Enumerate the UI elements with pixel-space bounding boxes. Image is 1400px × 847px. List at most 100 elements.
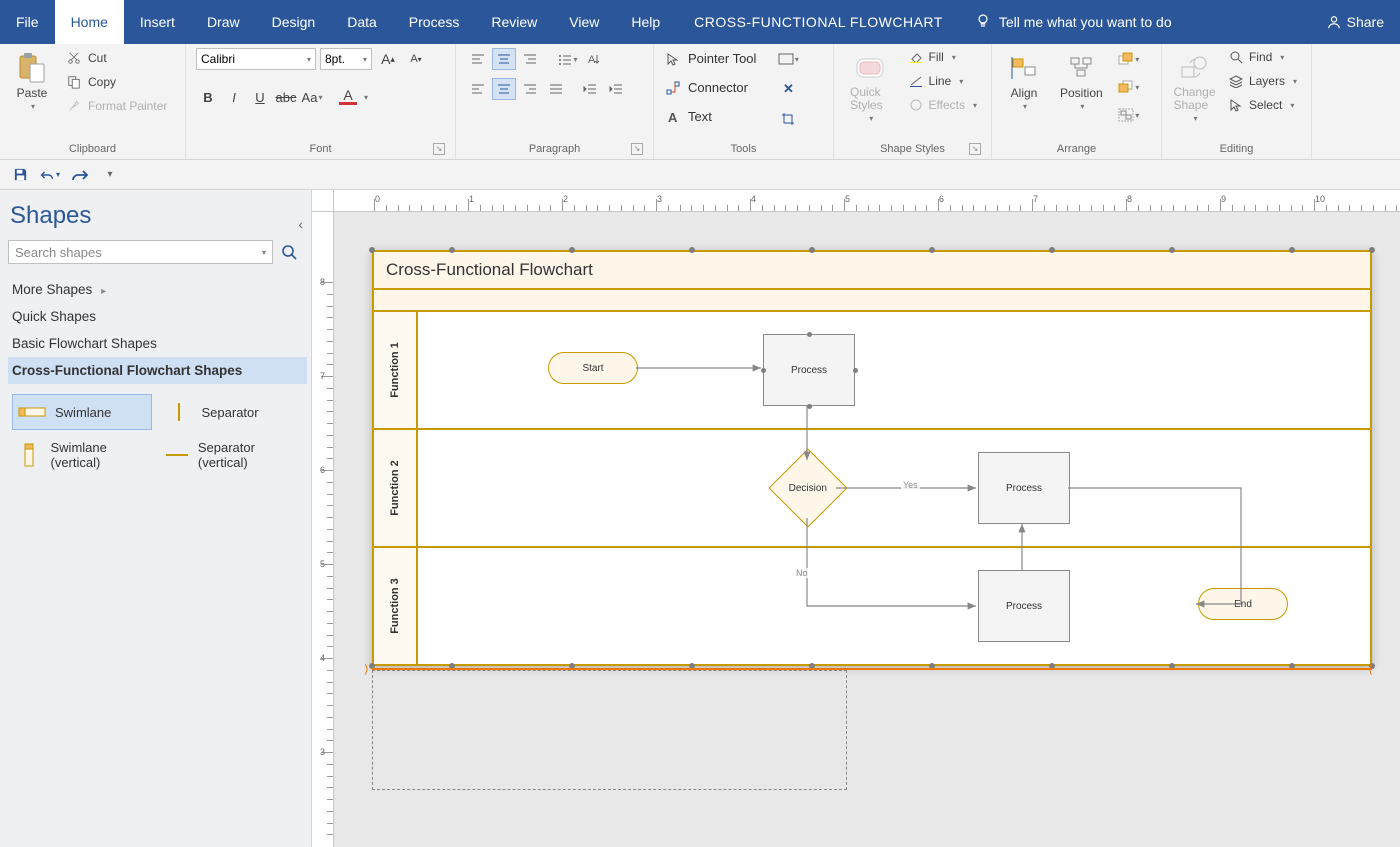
swimlane-title[interactable]: Cross-Functional Flowchart bbox=[372, 250, 1372, 290]
share-button[interactable]: Share bbox=[1311, 0, 1400, 44]
swimlane[interactable]: Function 3 Process End bbox=[372, 548, 1372, 666]
tab-draw[interactable]: Draw bbox=[191, 0, 256, 44]
increase-indent-button[interactable] bbox=[604, 78, 628, 100]
tab-insert[interactable]: Insert bbox=[124, 0, 191, 44]
connection-point-button[interactable]: ✕ bbox=[776, 78, 800, 100]
selection-handle-right[interactable]: ⟨ bbox=[1368, 662, 1373, 676]
pointer-tool-button[interactable]: Pointer Tool bbox=[664, 48, 758, 69]
change-case-button[interactable]: Aa▾ bbox=[300, 86, 324, 108]
qat-customize-button[interactable]: ▾ bbox=[100, 165, 120, 185]
connection-point[interactable] bbox=[761, 368, 766, 373]
tab-home[interactable]: Home bbox=[55, 0, 124, 44]
selection-handle-left[interactable]: ⟩ bbox=[364, 662, 369, 676]
node-process[interactable]: Process bbox=[763, 334, 855, 406]
find-button[interactable]: Find▾ bbox=[1225, 48, 1301, 66]
bring-front-button[interactable]: ▾ bbox=[1117, 48, 1141, 70]
tab-review[interactable]: Review bbox=[475, 0, 553, 44]
format-painter-button[interactable]: Format Painter bbox=[62, 96, 171, 116]
selection-handle[interactable] bbox=[1049, 247, 1055, 253]
bold-button[interactable]: B bbox=[196, 86, 220, 108]
tab-file[interactable]: File bbox=[0, 0, 55, 44]
search-shapes-input[interactable]: Search shapes▾ bbox=[8, 240, 273, 264]
drawing-page[interactable]: Cross-Functional Flowchart Function 1 Sta… bbox=[372, 250, 1372, 666]
redo-button[interactable] bbox=[70, 165, 90, 185]
connection-point[interactable] bbox=[853, 368, 858, 373]
stencil-item[interactable]: Swimlane (vertical) bbox=[12, 434, 152, 476]
selection-handle[interactable] bbox=[569, 247, 575, 253]
tab-process[interactable]: Process bbox=[393, 0, 476, 44]
cut-button[interactable]: Cut bbox=[62, 48, 171, 68]
quick-styles-button[interactable]: Quick Styles▾ bbox=[844, 48, 897, 127]
node-start[interactable]: Start bbox=[548, 352, 638, 384]
shapes-category[interactable]: More Shapes bbox=[8, 276, 311, 303]
underline-button[interactable]: U bbox=[248, 86, 272, 108]
swimlane-phase-strip[interactable] bbox=[372, 290, 1372, 312]
selection-handle[interactable] bbox=[1169, 247, 1175, 253]
font-size-select[interactable]: 8pt.▾ bbox=[320, 48, 372, 70]
connector-button[interactable]: Connector bbox=[664, 77, 758, 98]
bullets-button[interactable]: ▾ bbox=[556, 48, 580, 70]
node-end[interactable]: End bbox=[1198, 588, 1288, 620]
increase-font-button[interactable]: A▴ bbox=[376, 48, 400, 70]
search-button[interactable] bbox=[277, 240, 301, 264]
position-button[interactable]: Position▾ bbox=[1054, 48, 1109, 115]
selection-handle[interactable] bbox=[449, 247, 455, 253]
align-button[interactable]: Align▾ bbox=[1002, 48, 1046, 115]
save-button[interactable] bbox=[10, 165, 30, 185]
font-name-select[interactable]: Calibri▾ bbox=[196, 48, 316, 70]
dialog-launcher-icon[interactable]: ↘ bbox=[433, 143, 445, 155]
group-button[interactable]: ▾ bbox=[1117, 104, 1141, 126]
layers-button[interactable]: Layers▾ bbox=[1225, 72, 1301, 90]
swimlane-label[interactable]: Function 1 bbox=[374, 312, 418, 428]
shapes-category[interactable]: Basic Flowchart Shapes bbox=[8, 330, 311, 357]
tab-data[interactable]: Data bbox=[331, 0, 393, 44]
align-center-button[interactable] bbox=[492, 78, 516, 100]
selection-handle[interactable] bbox=[369, 247, 375, 253]
node-process[interactable]: Process bbox=[978, 570, 1070, 642]
dialog-launcher-icon[interactable]: ↘ bbox=[969, 143, 981, 155]
selection-handle[interactable] bbox=[809, 247, 815, 253]
align-top-left-button[interactable] bbox=[466, 48, 490, 70]
align-left-button[interactable] bbox=[466, 78, 490, 100]
undo-button[interactable]: ▾ bbox=[40, 165, 60, 185]
connection-point[interactable] bbox=[807, 404, 812, 409]
text-direction-button[interactable]: A bbox=[582, 48, 606, 70]
strike-button[interactable]: abc bbox=[274, 86, 298, 108]
stencil-item[interactable]: Separator (vertical) bbox=[160, 434, 300, 476]
node-decision[interactable]: Decision bbox=[768, 448, 847, 527]
canvas[interactable]: 012345678910 876543 Cross-Functional Flo… bbox=[312, 190, 1400, 847]
align-right-button[interactable] bbox=[518, 78, 542, 100]
font-color-button[interactable]: A bbox=[336, 86, 360, 108]
selection-handle[interactable] bbox=[689, 247, 695, 253]
tab-help[interactable]: Help bbox=[615, 0, 676, 44]
stencil-item[interactable]: Separator bbox=[160, 394, 300, 430]
select-button[interactable]: Select▾ bbox=[1225, 96, 1301, 114]
swimlane-label[interactable]: Function 3 bbox=[374, 548, 418, 664]
swimlane-container[interactable]: Function 1 Start Process Function 2 Decision… bbox=[372, 312, 1372, 666]
change-shape-button[interactable]: Change Shape▾ bbox=[1172, 48, 1217, 127]
collapse-pane-button[interactable]: ‹ bbox=[298, 216, 303, 232]
selection-handle[interactable] bbox=[1289, 247, 1295, 253]
swimlane[interactable]: Function 2DecisionProcess bbox=[372, 430, 1372, 548]
copy-button[interactable]: Copy bbox=[62, 72, 171, 92]
dialog-launcher-icon[interactable]: ↘ bbox=[631, 143, 643, 155]
swimlane[interactable]: Function 1 Start Process bbox=[372, 312, 1372, 430]
tell-me[interactable]: Tell me what you want to do bbox=[961, 0, 1186, 44]
decrease-font-button[interactable]: A▾ bbox=[404, 48, 428, 70]
tab-design[interactable]: Design bbox=[256, 0, 332, 44]
rectangle-tool-button[interactable]: ▾ bbox=[776, 48, 800, 70]
effects-button[interactable]: Effects▾ bbox=[905, 96, 981, 114]
italic-button[interactable]: I bbox=[222, 86, 246, 108]
align-top-right-button[interactable] bbox=[518, 48, 542, 70]
justify-button[interactable] bbox=[544, 78, 568, 100]
line-button[interactable]: Line▾ bbox=[905, 72, 981, 90]
stencil-item[interactable]: Swimlane bbox=[12, 394, 152, 430]
shapes-category[interactable]: Quick Shapes bbox=[8, 303, 311, 330]
text-tool-button[interactable]: AText bbox=[664, 106, 758, 127]
swimlane-label[interactable]: Function 2 bbox=[374, 430, 418, 546]
selection-handle[interactable] bbox=[929, 247, 935, 253]
connection-point[interactable] bbox=[807, 332, 812, 337]
decrease-indent-button[interactable] bbox=[578, 78, 602, 100]
align-top-center-button[interactable] bbox=[492, 48, 516, 70]
paste-button[interactable]: Paste ▾ bbox=[10, 48, 54, 115]
